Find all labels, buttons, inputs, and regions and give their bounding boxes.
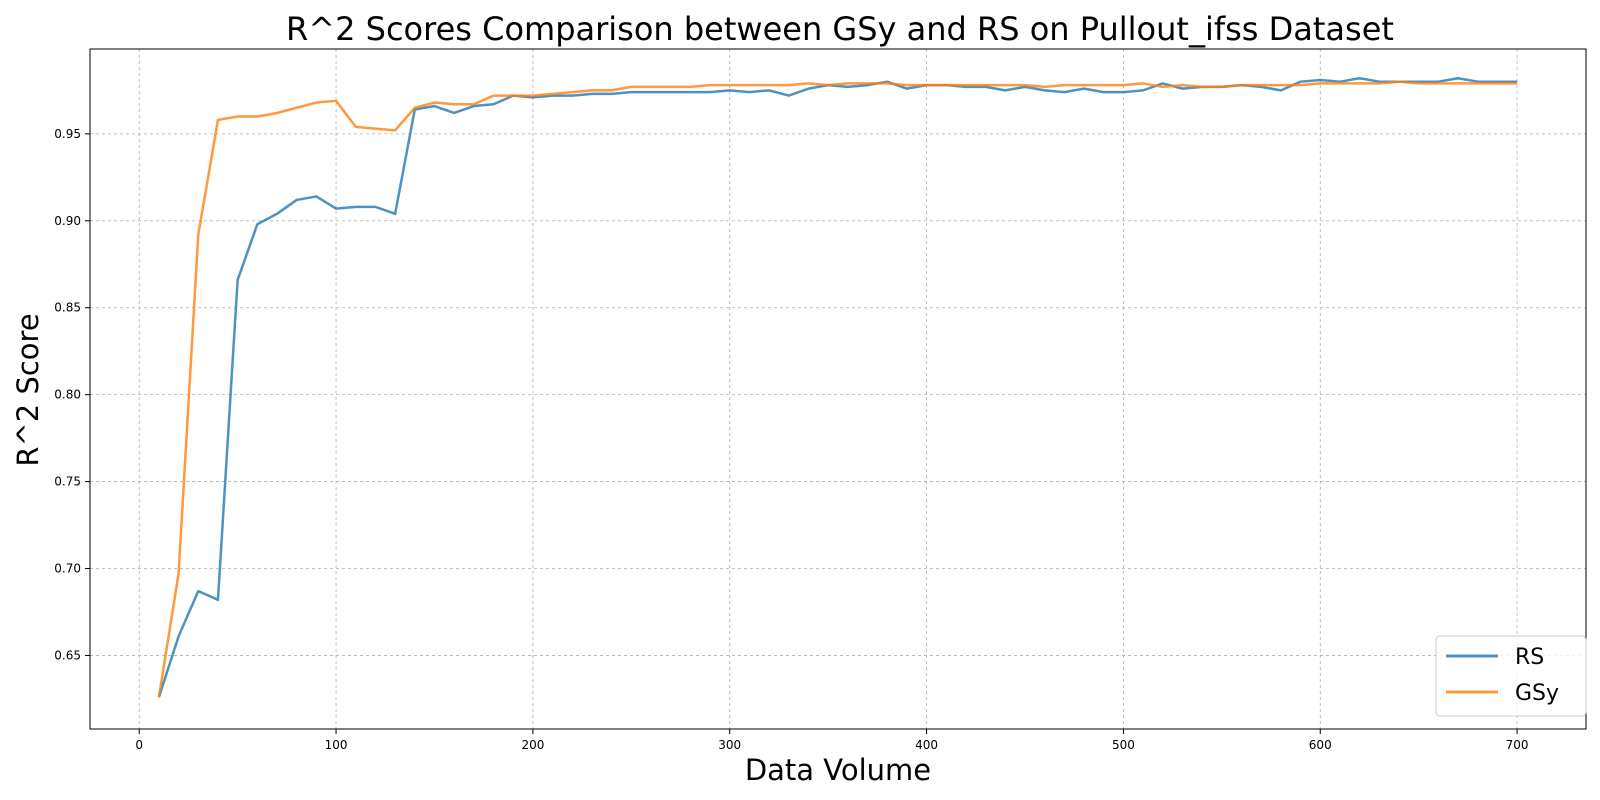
grid-layer xyxy=(90,49,1586,729)
series-line-gsy xyxy=(157,80,1518,698)
y-axis-title: R^2 Score xyxy=(11,313,45,466)
legend-box xyxy=(1435,635,1587,717)
x-tick-label: 300 xyxy=(718,738,741,752)
legend-label-rs: RS xyxy=(1515,645,1544,670)
y-tick-label: 0.85 xyxy=(54,301,81,315)
y-tick-label: 0.75 xyxy=(54,475,81,489)
x-tick-label: 200 xyxy=(521,738,544,752)
axis-layer: 0 100 200 300 400 500 600 700 0.65 0.70 0.75 0.80 0.… xyxy=(54,127,1528,752)
y-tick-label: 0.70 xyxy=(54,562,81,576)
plot-frame xyxy=(89,48,1587,730)
x-tick-label: 100 xyxy=(325,738,348,752)
x-axis-title: Data Volume xyxy=(745,753,931,787)
x-tick-label: 500 xyxy=(1112,738,1135,752)
y-tick-label: 0.90 xyxy=(54,214,81,228)
x-tick-label: 600 xyxy=(1309,738,1332,752)
series-layer xyxy=(157,76,1518,698)
x-tick-label: 400 xyxy=(915,738,938,752)
y-tick-label: 0.65 xyxy=(54,648,81,662)
x-tick-label: 700 xyxy=(1506,738,1529,752)
y-tick-label: 0.80 xyxy=(54,388,81,402)
chart-title: R^2 Scores Comparison between GSy and RS… xyxy=(286,10,1394,48)
y-tick-label: 0.95 xyxy=(54,127,81,141)
legend-label-gsy: GSy xyxy=(1515,681,1559,706)
x-tick-label: 0 xyxy=(135,738,143,752)
legend: RS GSy xyxy=(1435,635,1587,717)
